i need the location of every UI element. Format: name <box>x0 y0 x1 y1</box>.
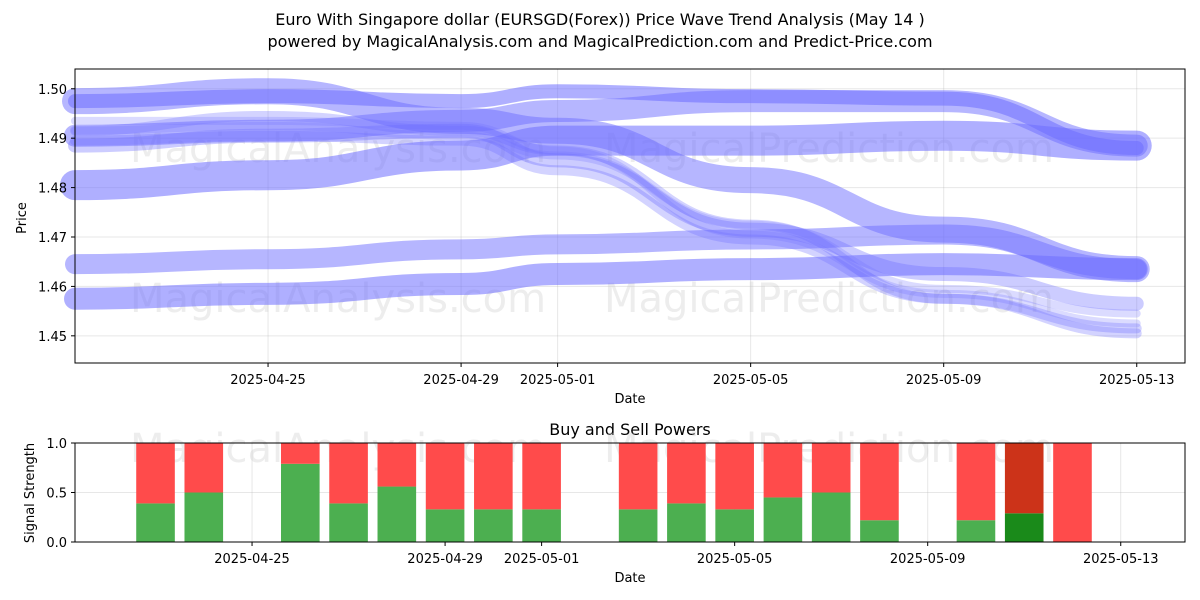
power-y-ticks: 0.0 0.5 1.0 <box>46 437 75 551</box>
sell-bar <box>1004 443 1044 514</box>
wave-band <box>64 253 1148 310</box>
power-y-tick-label: 0.0 <box>46 536 67 551</box>
buy-bar <box>425 509 465 542</box>
power-y-label: Signal Strength <box>23 443 38 543</box>
price-x-tick-label: 2025-04-25 <box>230 373 306 388</box>
power-x-label: Date <box>614 571 645 586</box>
sell-bar <box>715 443 754 510</box>
price-y-label: Price <box>15 202 30 234</box>
price-y-ticks: 1.45 1.46 1.47 1.48 1.49 1.50 <box>38 83 75 345</box>
price-x-tick-label: 2025-05-09 <box>906 373 982 388</box>
price-y-tick-label: 1.48 <box>38 182 67 197</box>
price-y-tick-label: 1.45 <box>38 330 67 345</box>
chart-title: Euro With Singapore dollar (EURSGD(Forex… <box>0 9 1200 53</box>
sell-bar <box>329 443 368 504</box>
power-x-tick-label: 2025-04-29 <box>407 552 483 567</box>
sell-bar <box>474 443 513 510</box>
price-x-ticks: 2025-04-25 2025-04-29 2025-05-01 2025-05-05… <box>230 363 1175 388</box>
price-x-label: Date <box>614 392 645 407</box>
price-x-tick-label: 2025-05-13 <box>1099 373 1175 388</box>
wave-band <box>60 120 1152 201</box>
power-bars <box>136 443 1092 542</box>
sell-bar <box>763 443 803 498</box>
sell-bar <box>811 443 851 493</box>
wave-band <box>71 116 1141 328</box>
price-plot-frame <box>74 68 1186 364</box>
buy-bar <box>618 509 658 542</box>
price-wave-bands <box>60 78 1152 339</box>
sell-bar <box>136 443 175 504</box>
sell-bar <box>956 443 996 521</box>
buy-bar <box>474 509 513 542</box>
buy-bar <box>956 520 996 542</box>
power-x-tick-label: 2025-05-01 <box>504 552 580 567</box>
buy-bar <box>377 486 417 542</box>
buy-bar <box>329 503 368 542</box>
wave-band <box>64 90 1148 157</box>
price-y-tick-label: 1.49 <box>38 132 67 147</box>
buy-bar <box>811 492 851 542</box>
power-x-tick-label: 2025-05-09 <box>890 552 966 567</box>
sell-bar <box>522 443 561 510</box>
wave-band <box>70 130 1142 339</box>
wave-band <box>70 110 1142 334</box>
wave-band <box>65 224 1147 280</box>
price-x-tick-label: 2025-05-01 <box>520 373 596 388</box>
title-line-1: Euro With Singapore dollar (EURSGD(Forex… <box>275 10 925 29</box>
sell-bar <box>860 443 899 521</box>
buy-bar <box>136 503 175 542</box>
price-x-tick-label: 2025-05-05 <box>713 373 789 388</box>
sell-bar <box>618 443 658 510</box>
title-line-2: powered by MagicalAnalysis.com and Magic… <box>267 32 933 51</box>
buy-bar <box>1004 513 1044 542</box>
sell-bar <box>667 443 706 504</box>
wave-band <box>71 121 1141 318</box>
power-x-tick-label: 2025-05-05 <box>697 552 773 567</box>
price-y-tick-label: 1.46 <box>38 280 67 295</box>
power-y-tick-label: 1.0 <box>46 437 67 452</box>
buy-bar <box>281 463 320 542</box>
price-y-tick-label: 1.50 <box>38 83 67 98</box>
power-chart-title: Buy and Sell Powers <box>549 420 711 439</box>
buy-bar <box>715 509 754 542</box>
buy-bar <box>184 492 224 542</box>
sell-bar <box>281 443 320 464</box>
watermark-prediction-2: MagicalPrediction.com <box>604 276 1054 322</box>
power-x-tick-label: 2025-05-13 <box>1083 552 1159 567</box>
buy-bar <box>860 520 899 542</box>
power-x-ticks: 2025-04-25 2025-04-29 2025-05-01 2025-05-05… <box>214 542 1159 567</box>
buy-bar <box>667 503 706 542</box>
sell-bar <box>1053 443 1092 542</box>
power-y-tick-label: 0.5 <box>46 487 67 502</box>
price-x-tick-label: 2025-04-29 <box>423 373 499 388</box>
sell-bar <box>425 443 465 510</box>
power-x-tick-label: 2025-04-25 <box>214 552 290 567</box>
buy-bar <box>522 509 561 542</box>
buy-bar <box>763 497 803 542</box>
price-y-tick-label: 1.47 <box>38 231 67 246</box>
sell-bar <box>377 443 417 487</box>
sell-bar <box>184 443 224 493</box>
